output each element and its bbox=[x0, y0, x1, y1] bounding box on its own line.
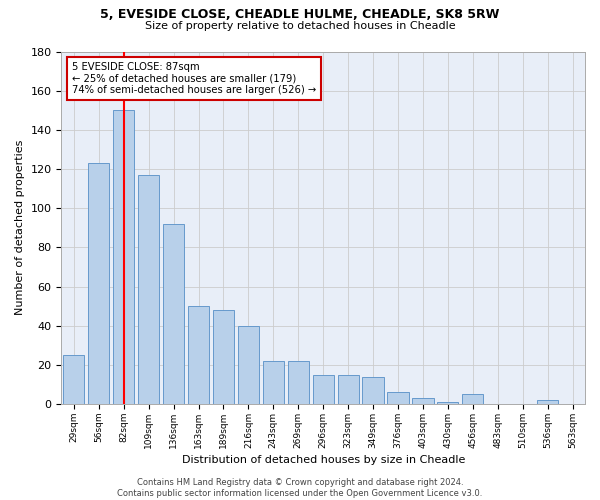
Text: 5, EVESIDE CLOSE, CHEADLE HULME, CHEADLE, SK8 5RW: 5, EVESIDE CLOSE, CHEADLE HULME, CHEADLE… bbox=[100, 8, 500, 20]
Bar bbox=[213, 310, 234, 404]
Bar bbox=[63, 355, 85, 404]
Bar bbox=[163, 224, 184, 404]
Text: 5 EVESIDE CLOSE: 87sqm
← 25% of detached houses are smaller (179)
74% of semi-de: 5 EVESIDE CLOSE: 87sqm ← 25% of detached… bbox=[72, 62, 316, 96]
Bar bbox=[238, 326, 259, 404]
Bar bbox=[188, 306, 209, 404]
Bar bbox=[537, 400, 558, 404]
Bar bbox=[362, 376, 383, 404]
Bar bbox=[138, 175, 159, 404]
Bar bbox=[338, 374, 359, 404]
Bar bbox=[437, 402, 458, 404]
Bar bbox=[412, 398, 434, 404]
Y-axis label: Number of detached properties: Number of detached properties bbox=[15, 140, 25, 316]
Bar bbox=[113, 110, 134, 404]
Bar bbox=[313, 374, 334, 404]
Bar bbox=[462, 394, 484, 404]
Text: Contains HM Land Registry data © Crown copyright and database right 2024.
Contai: Contains HM Land Registry data © Crown c… bbox=[118, 478, 482, 498]
X-axis label: Distribution of detached houses by size in Cheadle: Distribution of detached houses by size … bbox=[182, 455, 465, 465]
Bar bbox=[388, 392, 409, 404]
Text: Size of property relative to detached houses in Cheadle: Size of property relative to detached ho… bbox=[145, 21, 455, 31]
Bar bbox=[88, 163, 109, 404]
Bar bbox=[287, 361, 309, 404]
Bar bbox=[263, 361, 284, 404]
